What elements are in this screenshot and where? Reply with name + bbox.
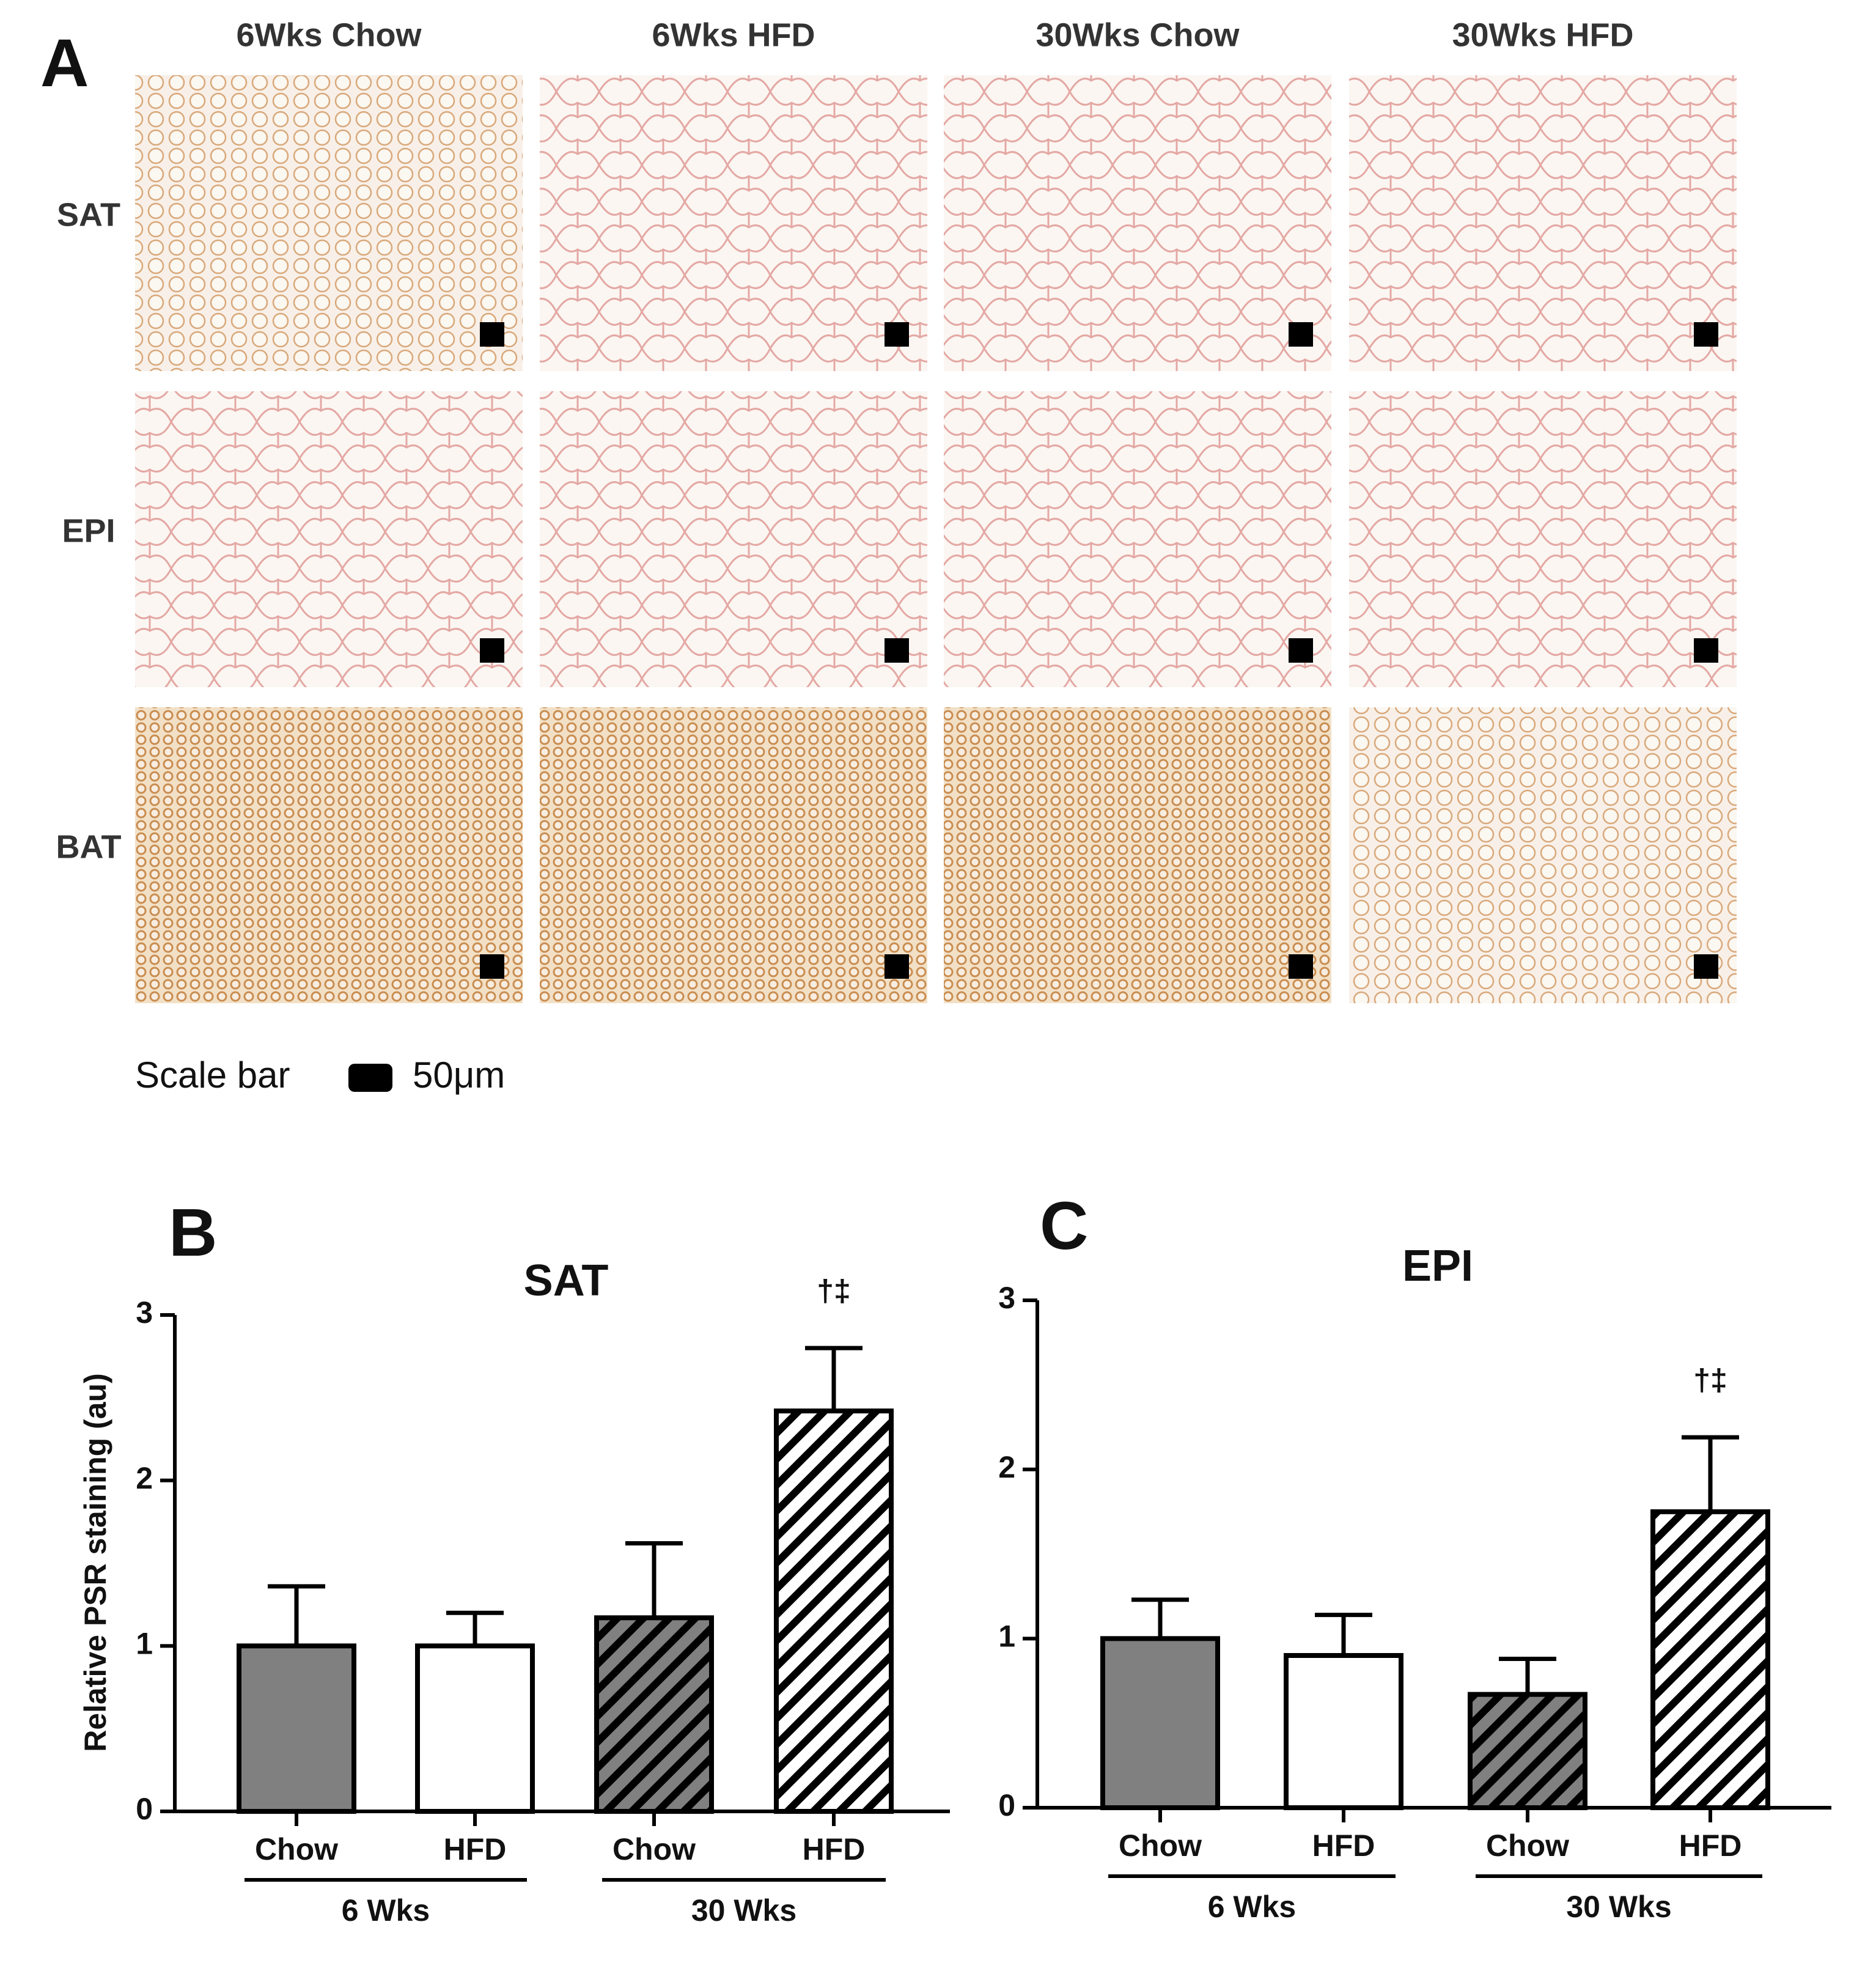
scale-bar xyxy=(1694,638,1718,663)
micrograph xyxy=(135,75,523,371)
x-tick-label: Chow xyxy=(612,1832,696,1866)
scale-bar xyxy=(1289,322,1313,347)
group-label: 6 Wks xyxy=(1208,1890,1297,1924)
chart-title: SAT xyxy=(524,1256,609,1305)
value-annotation: †‡ xyxy=(1693,1363,1727,1397)
group-label: 30 Wks xyxy=(1566,1890,1671,1924)
x-tick-label: HFD xyxy=(1679,1829,1742,1863)
micrograph xyxy=(540,391,927,687)
scale-bar-label: Scale bar xyxy=(135,1055,290,1096)
scale-bar xyxy=(1289,638,1313,663)
bar xyxy=(1468,1692,1587,1810)
row-label: SAT xyxy=(57,196,120,233)
y-tick-label: 2 xyxy=(998,1450,1015,1484)
bar xyxy=(415,1643,535,1814)
bar xyxy=(1100,1636,1220,1810)
scale-bar-icon xyxy=(348,1064,392,1092)
row-label: EPI xyxy=(62,512,115,549)
y-tick-label: 1 xyxy=(136,1627,153,1661)
micrograph xyxy=(540,75,927,371)
x-tick-label: Chow xyxy=(1486,1829,1569,1863)
x-tick-label: Chow xyxy=(255,1832,338,1866)
micrograph xyxy=(135,707,523,1003)
micrograph xyxy=(135,391,523,687)
scale-bar xyxy=(1694,954,1718,979)
micrograph xyxy=(944,391,1331,687)
micrograph xyxy=(1349,75,1737,371)
y-tick-label: 2 xyxy=(136,1461,153,1495)
scale-bar xyxy=(480,954,504,979)
column-label: 30Wks HFD xyxy=(1452,17,1633,53)
bar xyxy=(237,1643,356,1814)
panel-letter: A xyxy=(40,26,89,101)
value-annotation: †‡ xyxy=(817,1273,851,1308)
scale-bar xyxy=(480,322,504,347)
scale-bar xyxy=(885,322,909,347)
column-label: 30Wks Chow xyxy=(1035,17,1240,53)
micrograph xyxy=(944,75,1331,371)
panel-letter: C xyxy=(1040,1188,1088,1264)
scale-bar xyxy=(885,954,909,979)
bar xyxy=(594,1615,714,1814)
micrograph xyxy=(1349,391,1737,687)
x-tick-label: HFD xyxy=(444,1832,507,1866)
row-label: BAT xyxy=(56,828,122,865)
y-tick-label: 3 xyxy=(998,1281,1015,1315)
y-tick-label: 3 xyxy=(136,1295,153,1330)
column-label: 6Wks Chow xyxy=(236,17,422,53)
scale-bar xyxy=(1289,954,1313,979)
micrograph xyxy=(540,707,927,1003)
bar xyxy=(774,1408,894,1814)
y-tick-label: 0 xyxy=(998,1788,1015,1822)
scale-bar xyxy=(1694,322,1718,347)
scale-bar-size: 50μm xyxy=(413,1055,505,1096)
x-tick-label: HFD xyxy=(1312,1829,1375,1863)
y-tick-label: 0 xyxy=(136,1792,153,1826)
y-tick-label: 1 xyxy=(998,1619,1015,1654)
scale-bar xyxy=(480,638,504,663)
y-axis-label: Relative PSR staining (au) xyxy=(78,1373,112,1752)
micrograph xyxy=(1349,707,1737,1003)
group-label: 30 Wks xyxy=(691,1893,796,1928)
group-label: 6 Wks xyxy=(342,1893,430,1928)
micrograph xyxy=(944,707,1331,1003)
column-label: 6Wks HFD xyxy=(652,17,815,53)
panel-letter: B xyxy=(169,1195,217,1270)
bar xyxy=(1650,1509,1770,1810)
x-tick-label: HFD xyxy=(803,1832,866,1866)
bar xyxy=(1284,1653,1403,1810)
x-tick-label: Chow xyxy=(1119,1829,1202,1863)
chart-title: EPI xyxy=(1402,1242,1473,1291)
scale-bar xyxy=(885,638,909,663)
